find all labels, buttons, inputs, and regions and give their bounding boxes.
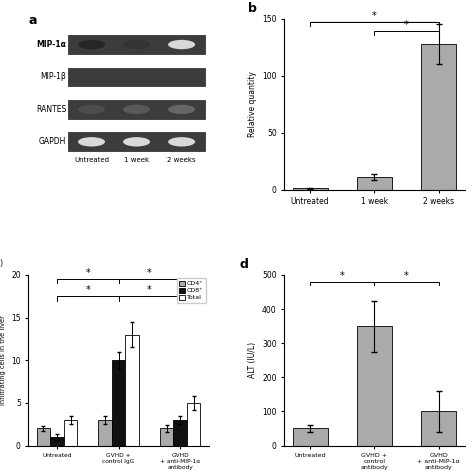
Text: MIP-1α: MIP-1α [36,40,66,49]
Bar [64,420,77,446]
Bar [68,68,205,86]
Bar [421,411,456,446]
Ellipse shape [123,105,150,114]
Bar [357,326,392,446]
Text: a: a [28,14,37,27]
Text: *: * [147,285,152,295]
Y-axis label: Infiltrating cells in the liver: Infiltrating cells in the liver [0,315,6,405]
Bar [292,189,328,190]
Y-axis label: ALT (IU/L): ALT (IU/L) [247,342,256,378]
Bar [36,428,50,446]
Text: *: * [404,20,409,30]
Ellipse shape [168,105,195,114]
Bar [160,428,173,446]
Legend: CD4⁺, CD8⁺, Total: CD4⁺, CD8⁺, Total [176,278,206,303]
Bar [173,420,187,446]
Text: *: * [404,271,409,281]
Ellipse shape [78,40,105,49]
Ellipse shape [123,137,150,146]
Text: RANTES: RANTES [36,105,66,114]
Ellipse shape [78,105,105,114]
Ellipse shape [123,40,150,49]
Bar [292,428,328,446]
Bar [68,132,205,151]
Text: GAPDH: GAPDH [39,137,66,146]
Text: *: * [85,268,90,278]
Text: *: * [372,11,377,21]
Text: 2 weeks: 2 weeks [167,157,196,163]
Bar [187,403,201,446]
Y-axis label: Relative quantity: Relative quantity [247,72,256,137]
Text: Untreated: Untreated [74,157,109,163]
Ellipse shape [168,137,195,146]
Bar [98,420,112,446]
Bar [50,437,64,446]
Text: *: * [147,268,152,278]
Ellipse shape [78,137,105,146]
Bar [112,360,125,446]
Bar [125,335,139,446]
Text: 1 week: 1 week [124,157,149,163]
Text: (×10⁶): (×10⁶) [0,259,3,268]
Text: *: * [85,285,90,295]
Bar [68,35,205,54]
Bar [357,177,392,190]
Text: b: b [248,2,257,15]
Bar [68,100,205,119]
Bar [421,44,456,190]
Text: d: d [239,258,248,271]
Ellipse shape [168,40,195,49]
Text: MIP-1β: MIP-1β [41,73,66,82]
Text: *: * [340,271,345,281]
